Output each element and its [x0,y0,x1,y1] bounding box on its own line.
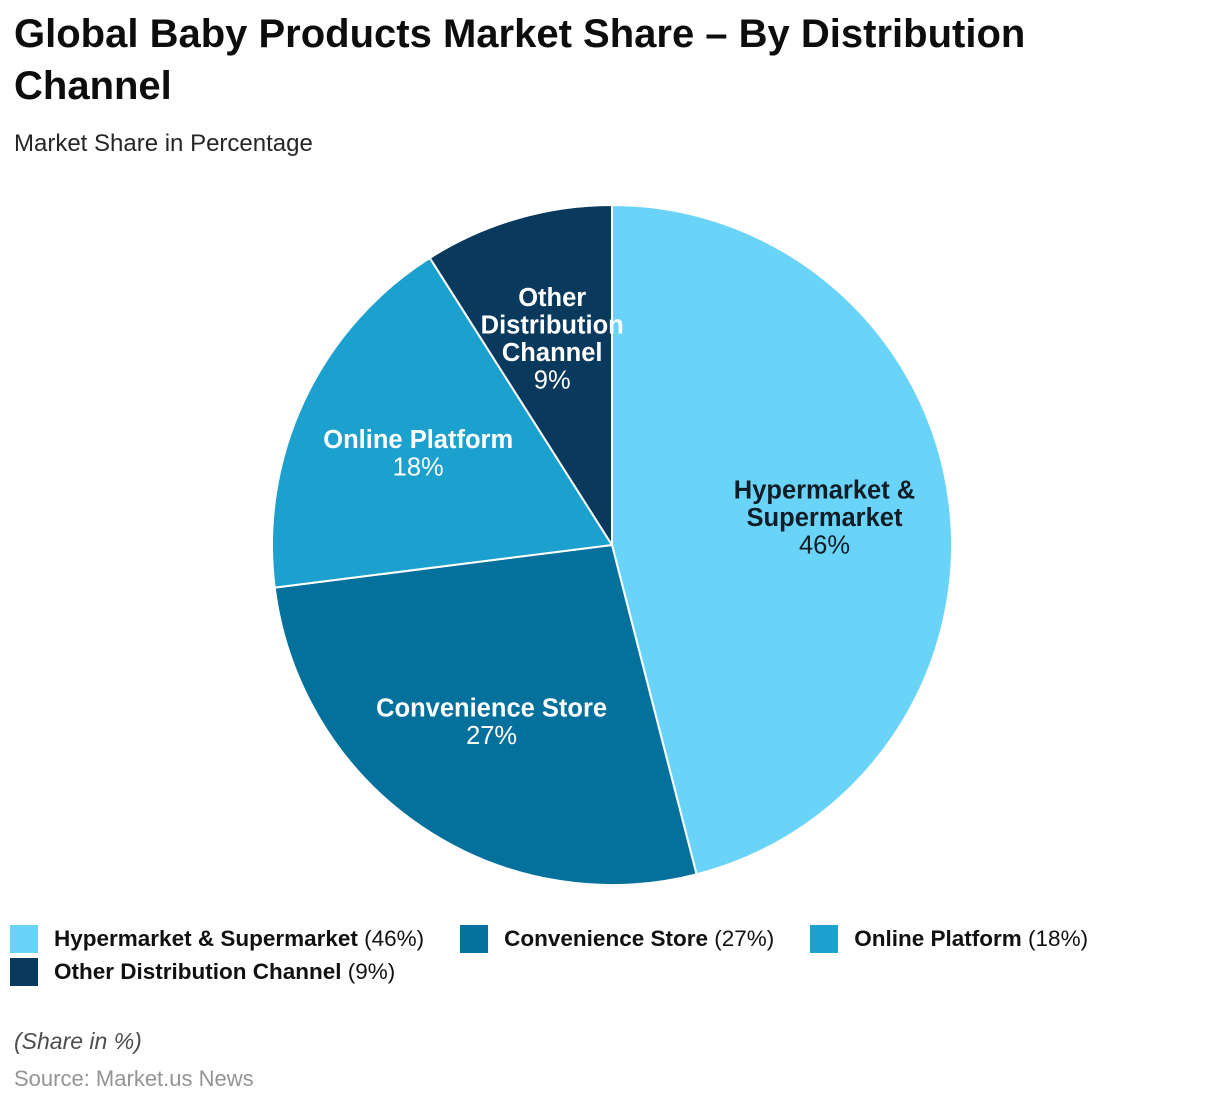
legend-label-online-platform: Online Platform (18%) [854,926,1089,951]
legend-swatch-other-distribution-channel [10,958,38,986]
slice-label-other-distribution-channel: Other [518,284,586,312]
slice-label-hypermarket-supermarket: Supermarket [747,504,903,532]
slice-label-other-distribution-channel: Channel [502,339,603,367]
pie-slice-hypermarket-supermarket [611,204,953,876]
slice-value-online-platform: 18% [393,454,444,482]
slice-value-convenience-store: 27% [466,722,517,750]
legend-swatch-online-platform [810,925,839,953]
pie-slice-convenience-store [273,544,698,886]
legend-swatch-convenience-store [460,925,489,953]
legend-item-other-distribution-channel: Other Distribution Channel (9%) [10,958,395,986]
chart-legend: Hypermarket & Supermarket (46%) Convenien… [10,925,1190,986]
legend-swatch-hypermarket-supermarket [10,925,38,953]
legend-label-other-distribution-channel: Other Distribution Channel (9%) [54,959,396,984]
legend-label-convenience-store: Convenience Store (27%) [504,926,775,951]
slice-label-online-platform: Online Platform [323,426,513,454]
slice-label-other-distribution-channel: Distribution [481,312,624,340]
chart-subtitle: Market Share in Percentage [14,130,313,157]
chart-title: Global Baby Products Market Share – By D… [14,12,1026,108]
slice-value-hypermarket-supermarket: 46% [799,532,850,560]
source-credit: Source: Market.us News [14,1066,254,1091]
legend-item-convenience-store: Convenience Store (27%) [460,925,774,953]
slice-value-other-distribution-channel: 9% [534,367,571,395]
legend-item-hypermarket-supermarket: Hypermarket & Supermarket (46%) [10,925,424,953]
slice-label-hypermarket-supermarket: Hypermarket & [734,477,915,505]
pie-slice-other-distribution-channel [428,204,613,546]
legend-item-online-platform: Online Platform (18%) [810,925,1088,953]
slice-label-convenience-store: Convenience Store [376,694,607,722]
legend-label-hypermarket-supermarket: Hypermarket & Supermarket (46%) [54,926,425,951]
pie-slice-online-platform [271,256,613,589]
share-note: (Share in %) [14,1028,142,1054]
